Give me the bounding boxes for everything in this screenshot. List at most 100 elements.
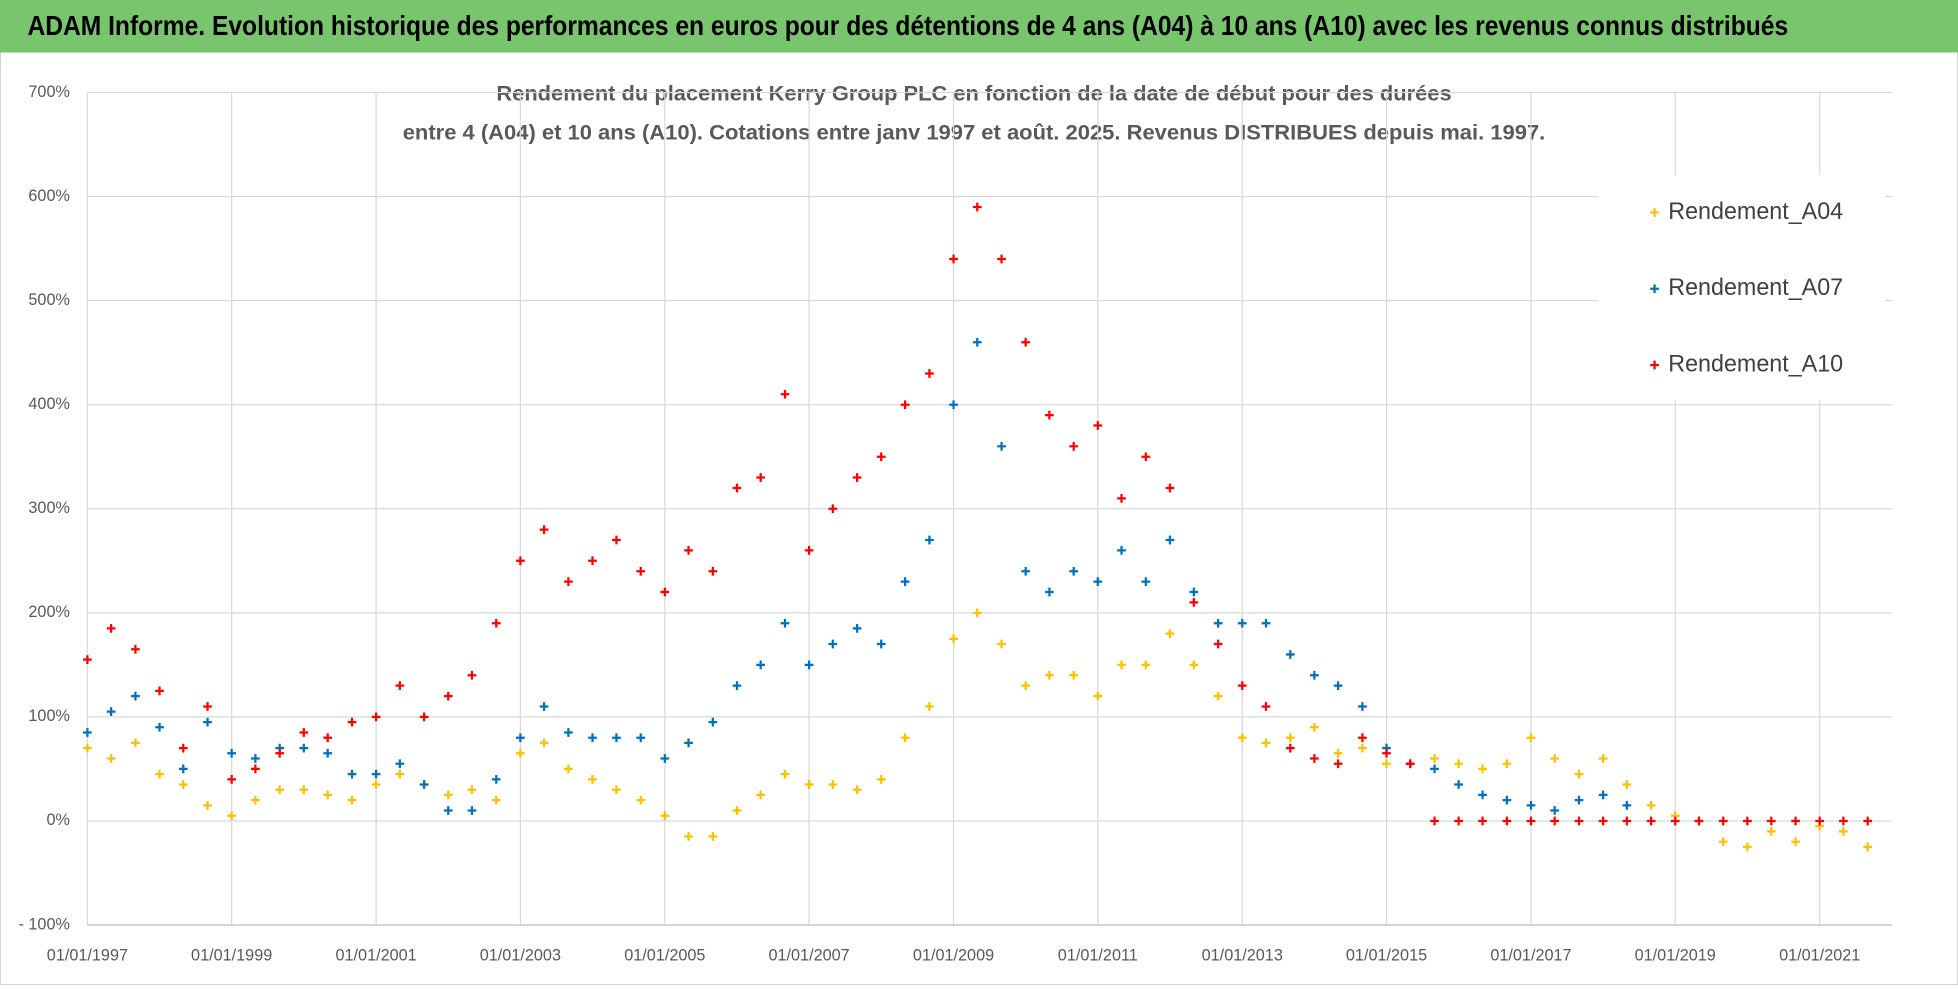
point xyxy=(972,608,982,618)
point xyxy=(925,369,934,378)
point xyxy=(780,389,790,399)
point xyxy=(83,728,92,737)
point xyxy=(131,644,140,654)
point xyxy=(1213,639,1223,649)
point xyxy=(1478,816,1487,826)
point xyxy=(371,780,381,789)
point xyxy=(155,769,164,779)
point xyxy=(467,785,477,795)
point xyxy=(1454,816,1464,826)
point xyxy=(443,790,453,800)
point xyxy=(1333,681,1343,691)
point xyxy=(1502,816,1512,826)
point xyxy=(1358,702,1367,711)
point xyxy=(1670,816,1680,826)
point xyxy=(1093,691,1103,701)
point xyxy=(106,754,116,763)
point xyxy=(1045,410,1054,420)
point xyxy=(900,733,910,743)
point xyxy=(1478,764,1487,774)
point xyxy=(1502,759,1512,769)
point xyxy=(660,811,670,821)
point xyxy=(1502,795,1512,805)
point xyxy=(1598,754,1608,763)
point xyxy=(1333,759,1343,769)
point xyxy=(1141,452,1151,462)
point xyxy=(1237,733,1247,743)
x-tick-label: 01/01/1997 xyxy=(47,947,128,965)
point xyxy=(1863,842,1873,852)
point xyxy=(1742,816,1752,826)
point xyxy=(323,748,333,758)
point xyxy=(1069,566,1079,576)
point xyxy=(1310,722,1319,732)
point xyxy=(1021,337,1031,347)
point xyxy=(1069,441,1079,451)
point xyxy=(997,441,1006,451)
point xyxy=(1165,535,1175,545)
legend-label: Rendement_A07 xyxy=(1668,275,1843,301)
point xyxy=(1839,826,1848,836)
point xyxy=(828,780,838,789)
point xyxy=(1117,493,1126,503)
point xyxy=(1285,743,1295,753)
point xyxy=(1069,670,1079,680)
point xyxy=(251,754,260,763)
x-tick-label: 01/01/1999 xyxy=(191,947,272,965)
point xyxy=(852,785,862,795)
point xyxy=(997,639,1006,649)
point xyxy=(1261,702,1271,711)
point xyxy=(1045,587,1054,597)
point xyxy=(876,639,886,649)
legend-marker xyxy=(1650,360,1659,370)
point xyxy=(227,774,237,784)
point xyxy=(684,832,693,841)
y-tick-label: 100% xyxy=(28,707,70,725)
point xyxy=(828,504,838,514)
point xyxy=(275,748,285,758)
point xyxy=(1213,691,1223,701)
point xyxy=(395,681,405,691)
point xyxy=(756,790,766,800)
point xyxy=(299,743,309,753)
point xyxy=(1430,764,1439,774)
point xyxy=(660,587,670,597)
point xyxy=(612,785,621,795)
point xyxy=(203,702,212,711)
point xyxy=(203,717,212,727)
y-tick-label: 300% xyxy=(28,499,70,517)
point xyxy=(1405,759,1415,769)
point xyxy=(1237,618,1247,628)
point xyxy=(852,473,862,482)
point xyxy=(1117,660,1126,670)
point xyxy=(588,733,597,743)
point xyxy=(636,733,646,743)
point xyxy=(1791,816,1800,826)
y-tick-label: 500% xyxy=(28,291,70,309)
point xyxy=(732,483,742,493)
point xyxy=(804,546,814,555)
point xyxy=(1454,780,1464,789)
legend-label: Rendement_A04 xyxy=(1668,199,1843,225)
point xyxy=(708,566,718,576)
point xyxy=(251,795,260,805)
point xyxy=(1742,842,1752,852)
legend-marker xyxy=(1650,284,1659,294)
point xyxy=(1261,738,1271,748)
point xyxy=(588,774,597,784)
point xyxy=(1766,816,1776,826)
point xyxy=(949,400,958,410)
point xyxy=(708,717,718,727)
point xyxy=(1454,759,1464,769)
point xyxy=(227,748,237,758)
y-tick-label: 600% xyxy=(28,187,70,205)
point xyxy=(1165,483,1175,493)
point xyxy=(732,681,742,691)
y-tick-label: 200% xyxy=(28,603,70,621)
point xyxy=(660,754,670,763)
point xyxy=(1622,816,1632,826)
point xyxy=(178,780,188,789)
point xyxy=(636,795,646,805)
point xyxy=(539,738,549,748)
